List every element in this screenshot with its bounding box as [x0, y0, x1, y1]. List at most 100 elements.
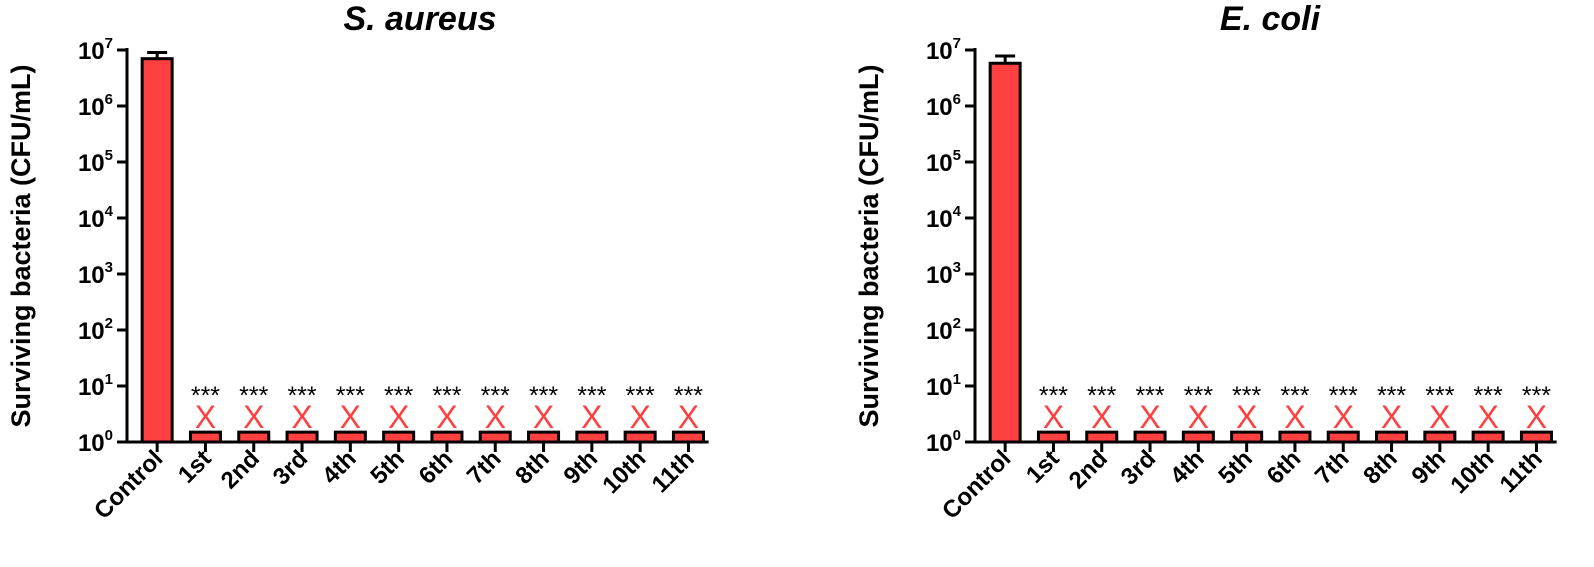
significance-label: *** — [1474, 382, 1503, 410]
significance-label: *** — [1280, 382, 1309, 410]
y-tick-base: 10 — [78, 374, 105, 401]
y-tick-label: 105 — [926, 147, 961, 177]
y-tick-label: 101 — [926, 371, 961, 401]
x-tick-label: 6th — [414, 445, 459, 490]
y-tick-label: 104 — [78, 203, 114, 233]
x-tick-label: 5th — [1213, 445, 1258, 490]
y-tick-base: 10 — [926, 94, 953, 121]
y-tick-label: 103 — [78, 259, 113, 289]
no-growth-marker: X — [581, 399, 602, 435]
y-tick-exponent: 5 — [105, 147, 113, 164]
x-tick-label: 5th — [365, 445, 410, 490]
x-tick-label: 4th — [317, 445, 362, 490]
x-tick-label: 10th — [597, 445, 651, 499]
no-growth-marker: X — [678, 399, 699, 435]
bar-Control — [988, 61, 1022, 444]
x-tick-label: 9th — [1407, 445, 1452, 490]
y-tick-label: 103 — [926, 259, 961, 289]
x-tick-label: 4th — [1165, 445, 1210, 490]
y-tick-label: 102 — [78, 315, 113, 345]
no-growth-marker: X — [1091, 399, 1112, 435]
bar-Control — [140, 57, 174, 444]
y-axis-label: Surviving bacteria (CFU/mL) — [854, 64, 884, 427]
y-tick-base: 10 — [926, 374, 953, 401]
y-axis-label: Surviving bacteria (CFU/mL) — [6, 64, 36, 427]
x-tick-label: 8th — [510, 445, 555, 490]
significance-label: *** — [1184, 382, 1213, 410]
significance-label: *** — [1232, 382, 1261, 410]
y-tick-base: 10 — [926, 206, 953, 233]
x-tick-label: Control — [89, 445, 168, 524]
x-tick-label: 11th — [647, 445, 700, 498]
x-tick-label: 3rd — [268, 445, 314, 491]
x-tick-label: 2nd — [216, 445, 265, 494]
x-tick-label: 2nd — [1064, 445, 1113, 494]
no-growth-marker: X — [533, 399, 554, 435]
y-tick-base: 10 — [926, 262, 953, 289]
no-growth-marker: X — [1526, 399, 1547, 435]
significance-label: *** — [336, 382, 365, 410]
y-tick-exponent: 4 — [953, 203, 962, 220]
y-tick-label: 105 — [78, 147, 113, 177]
significance-label: *** — [287, 382, 316, 410]
y-tick-exponent: 2 — [953, 315, 961, 332]
x-tick-label: 7th — [462, 445, 507, 490]
x-tick-label: 1st — [1021, 445, 1065, 489]
y-tick-exponent: 7 — [105, 35, 113, 52]
y-tick-base: 10 — [78, 318, 105, 345]
x-tick-label: 8th — [1358, 445, 1403, 490]
x-tick-label: Control — [937, 445, 1016, 524]
no-growth-marker: X — [1188, 399, 1209, 435]
significance-label: *** — [1087, 382, 1116, 410]
significance-label: *** — [1135, 382, 1164, 410]
no-growth-marker: X — [1139, 399, 1160, 435]
y-tick-base: 10 — [926, 150, 953, 177]
chart-title: E. coli — [1220, 0, 1322, 38]
x-tick-label: 11th — [1495, 445, 1548, 498]
no-growth-marker: X — [243, 399, 264, 435]
significance-label: *** — [626, 382, 655, 410]
y-tick-label: 100 — [926, 427, 961, 457]
no-growth-marker: X — [1236, 399, 1257, 435]
no-growth-marker: X — [1381, 399, 1402, 435]
y-tick-exponent: 5 — [953, 147, 961, 164]
significance-label: *** — [577, 382, 606, 410]
y-tick-exponent: 4 — [105, 203, 114, 220]
y-tick-exponent: 0 — [105, 427, 113, 444]
no-growth-marker: X — [195, 399, 216, 435]
y-tick-label: 100 — [78, 427, 113, 457]
significance-label: *** — [191, 382, 220, 410]
no-growth-marker: X — [1333, 399, 1354, 435]
y-tick-exponent: 1 — [105, 371, 113, 388]
x-tick-label: 10th — [1445, 445, 1499, 499]
no-growth-marker: X — [291, 399, 312, 435]
y-tick-label: 102 — [926, 315, 961, 345]
x-tick-label: 9th — [559, 445, 604, 490]
y-tick-exponent: 6 — [105, 91, 113, 108]
y-tick-label: 106 — [78, 91, 113, 121]
y-tick-exponent: 1 — [953, 371, 961, 388]
no-growth-marker: X — [436, 399, 457, 435]
y-tick-base: 10 — [78, 206, 105, 233]
y-tick-base: 10 — [926, 318, 953, 345]
no-growth-marker: X — [340, 399, 361, 435]
significance-label: *** — [384, 382, 413, 410]
significance-label: *** — [1377, 382, 1406, 410]
y-tick-label: 101 — [78, 371, 113, 401]
y-tick-base: 10 — [78, 38, 105, 65]
y-tick-base: 10 — [78, 430, 105, 457]
significance-label: *** — [529, 382, 558, 410]
y-tick-label: 107 — [926, 35, 961, 65]
chart-title: S. aureus — [343, 0, 496, 38]
x-tick-label: 3rd — [1116, 445, 1162, 491]
x-tick-label: 6th — [1262, 445, 1307, 490]
y-tick-exponent: 3 — [105, 259, 113, 276]
y-tick-base: 10 — [926, 430, 953, 457]
significance-label: *** — [1425, 382, 1454, 410]
significance-label: *** — [674, 382, 703, 410]
x-tick-label: 1st — [173, 445, 217, 489]
y-tick-base: 10 — [926, 38, 953, 65]
y-tick-label: 107 — [78, 35, 113, 65]
